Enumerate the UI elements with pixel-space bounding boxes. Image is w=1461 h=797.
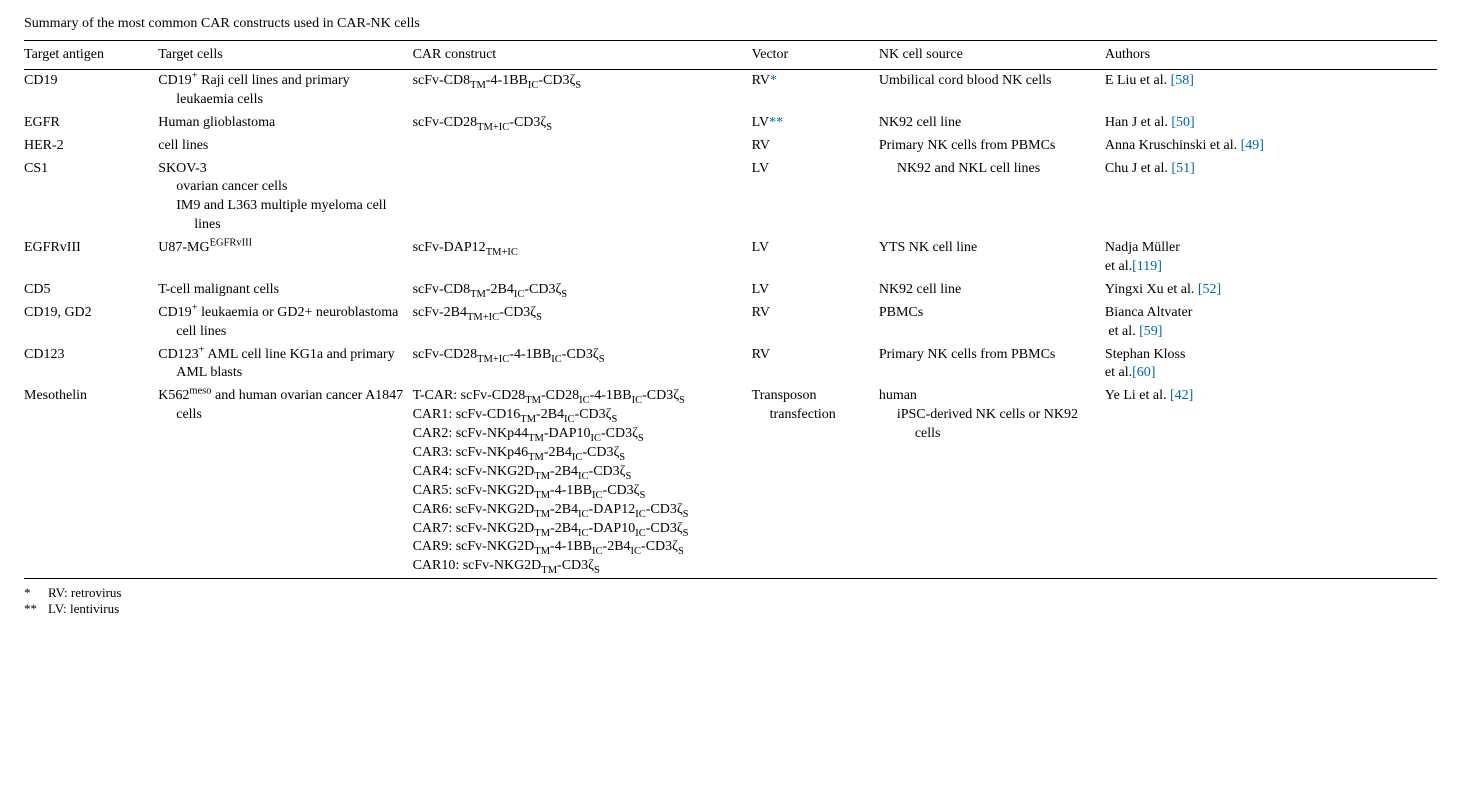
authors-cell: E Liu et al. [58]	[1105, 70, 1437, 112]
car-construct-cell: scFv-CD28TM+IC-4-1BBIC-CD3ζS	[413, 344, 752, 386]
target-antigen-cell: Mesothelin	[24, 385, 158, 578]
footnote-text: LV: lentivirus	[48, 601, 119, 617]
vector-cell: RV	[752, 302, 879, 344]
target-antigen-cell: CD5	[24, 279, 158, 302]
authors-cell: Stephan Klosset al.[60]	[1105, 344, 1437, 386]
car-constructs-table: Target antigen Target cells CAR construc…	[24, 40, 1437, 579]
car-construct-cell: scFv-DAP12TM+IC	[413, 237, 752, 279]
footnote: *RV: retrovirus	[24, 585, 1437, 601]
target-cells-cell: cell lines	[158, 135, 412, 158]
nk-source-cell: humaniPSC-derived NK cells or NK92 cells	[879, 385, 1105, 578]
vector-cell: Transposon transfection	[752, 385, 879, 578]
footnote: **LV: lentivirus	[24, 601, 1437, 617]
target-antigen-cell: EGFRvIII	[24, 237, 158, 279]
vector-cell: RV	[752, 344, 879, 386]
footnote-mark: **	[24, 601, 48, 617]
target-cells-cell: CD123+ AML cell line KG1a and primary AM…	[158, 344, 412, 386]
target-antigen-cell: CS1	[24, 158, 158, 238]
table-row: CD123CD123+ AML cell line KG1a and prima…	[24, 344, 1437, 386]
nk-source-cell: PBMCs	[879, 302, 1105, 344]
authors-cell: Ye Li et al. [42]	[1105, 385, 1437, 578]
vector-cell: LV	[752, 279, 879, 302]
nk-source-cell: Primary NK cells from PBMCs	[879, 344, 1105, 386]
vector-cell: LV	[752, 237, 879, 279]
table-row: CD5T-cell malignant cellsscFv-CD8TM-2B4I…	[24, 279, 1437, 302]
table-row: HER-2cell lines RVPrimary NK cells from P…	[24, 135, 1437, 158]
footnotes: *RV: retrovirus**LV: lentivirus	[24, 585, 1437, 617]
car-construct-cell: T-CAR: scFv-CD28TM-CD28IC-4-1BBIC-CD3ζSC…	[413, 385, 752, 578]
target-antigen-cell: CD123	[24, 344, 158, 386]
car-construct-cell	[413, 135, 752, 158]
target-cells-cell: K562meso and human ovarian cancer A1847 …	[158, 385, 412, 578]
nk-source-cell: NK92 cell line	[879, 112, 1105, 135]
car-construct-cell: scFv-CD8TM-4-1BBIC-CD3ζS	[413, 70, 752, 112]
authors-cell: Anna Kruschinski et al. [49]	[1105, 135, 1437, 158]
nk-source-cell: NK92 cell line	[879, 279, 1105, 302]
target-cells-cell: Human glioblastoma	[158, 112, 412, 135]
authors-cell: Yingxi Xu et al. [52]	[1105, 279, 1437, 302]
target-cells-cell: U87-MGEGFRvIII	[158, 237, 412, 279]
col-header: CAR construct	[413, 41, 752, 70]
table-row: CD19, GD2CD19+ leukaemia or GD2+ neurobl…	[24, 302, 1437, 344]
car-construct-cell: scFv-CD8TM-2B4IC-CD3ζS	[413, 279, 752, 302]
table-row: EGFRHuman glioblastomascFv-CD28TM+IC-CD3…	[24, 112, 1437, 135]
table-header-row: Target antigen Target cells CAR construc…	[24, 41, 1437, 70]
vector-cell: RV	[752, 135, 879, 158]
col-header: Vector	[752, 41, 879, 70]
authors-cell: Bianca Altvater et al. [59]	[1105, 302, 1437, 344]
table-caption: Summary of the most common CAR construct…	[24, 16, 1437, 32]
vector-cell: LV**	[752, 112, 879, 135]
car-construct-cell: scFv-CD28TM+IC-CD3ζS	[413, 112, 752, 135]
authors-cell: Chu J et al. [51]	[1105, 158, 1437, 238]
car-construct-cell	[413, 158, 752, 238]
target-antigen-cell: EGFR	[24, 112, 158, 135]
table-row: CS1SKOV-3ovarian cancer cellsIM9 and L36…	[24, 158, 1437, 238]
target-antigen-cell: CD19, GD2	[24, 302, 158, 344]
table-row: MesothelinK562meso and human ovarian can…	[24, 385, 1437, 578]
authors-cell: Han J et al. [50]	[1105, 112, 1437, 135]
target-cells-cell: CD19+ Raji cell lines and primary leukae…	[158, 70, 412, 112]
target-cells-cell: SKOV-3ovarian cancer cellsIM9 and L363 m…	[158, 158, 412, 238]
nk-source-cell: NK92 and NKL cell lines	[879, 158, 1105, 238]
target-cells-cell: CD19+ leukaemia or GD2+ neuroblastoma ce…	[158, 302, 412, 344]
vector-cell: LV	[752, 158, 879, 238]
col-header: NK cell source	[879, 41, 1105, 70]
target-antigen-cell: HER-2	[24, 135, 158, 158]
col-header: Authors	[1105, 41, 1437, 70]
footnote-text: RV: retrovirus	[48, 585, 121, 601]
target-cells-cell: T-cell malignant cells	[158, 279, 412, 302]
car-construct-cell: scFv-2B4TM+IC-CD3ζS	[413, 302, 752, 344]
table-row: EGFRvIIIU87-MGEGFRvIIIscFv-DAP12TM+ICLVY…	[24, 237, 1437, 279]
nk-source-cell: Umbilical cord blood NK cells	[879, 70, 1105, 112]
nk-source-cell: YTS NK cell line	[879, 237, 1105, 279]
authors-cell: Nadja Mülleret al.[119]	[1105, 237, 1437, 279]
col-header: Target cells	[158, 41, 412, 70]
vector-cell: RV*	[752, 70, 879, 112]
footnote-mark: *	[24, 585, 48, 601]
table-row: CD19CD19+ Raji cell lines and primary le…	[24, 70, 1437, 112]
col-header: Target antigen	[24, 41, 158, 70]
target-antigen-cell: CD19	[24, 70, 158, 112]
nk-source-cell: Primary NK cells from PBMCs	[879, 135, 1105, 158]
